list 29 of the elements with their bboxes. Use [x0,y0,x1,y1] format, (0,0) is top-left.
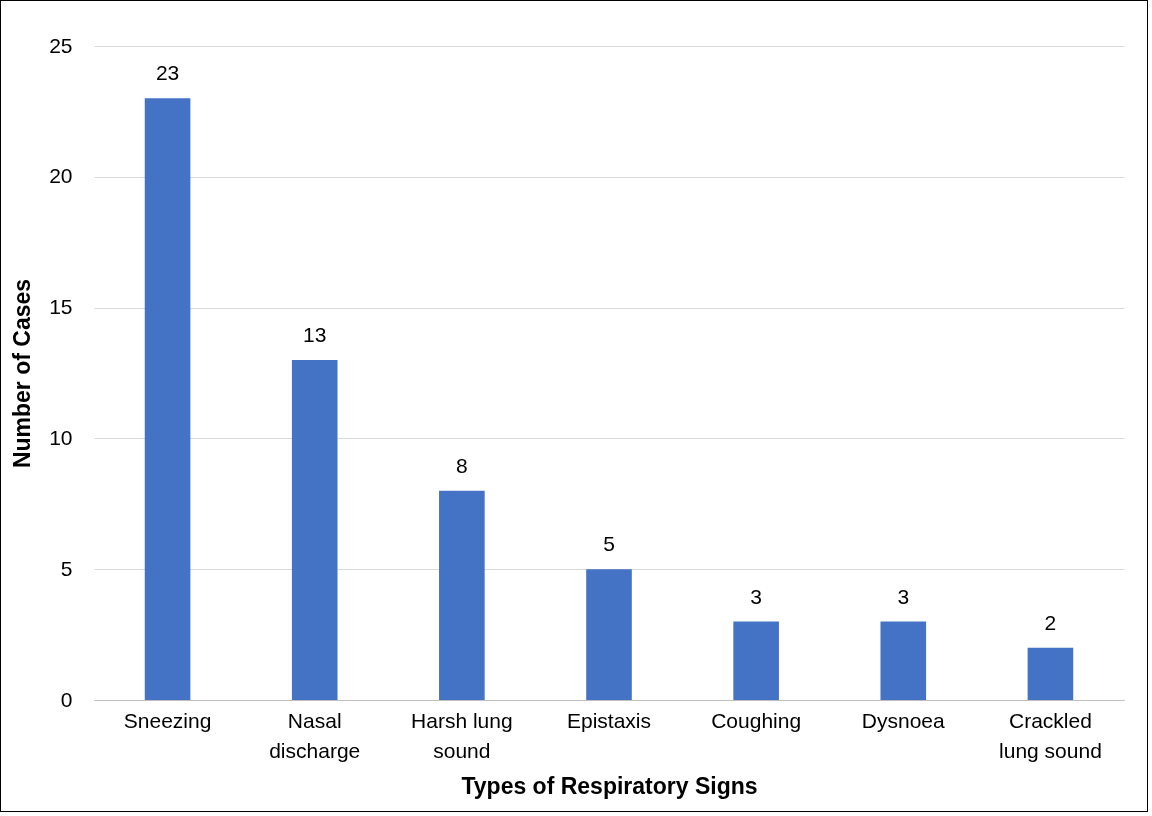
y-tick-label: 20 [49,164,73,188]
data-label: 2 [1044,610,1057,634]
x-tick-label: Epistaxis [566,708,652,732]
x-tick-label: Nasal discharge [269,708,361,762]
y-tick-label: 5 [60,556,73,580]
x-tick-label: Crackled lung sound [999,708,1102,762]
y-tick-label: 10 [49,425,73,449]
bar [144,98,191,700]
bar [291,359,338,700]
data-label: 13 [303,322,327,346]
data-label: 3 [897,584,910,608]
bar [880,621,927,700]
bar [733,621,779,700]
y-axis-title: Number of Cases [9,278,36,469]
bar [586,569,632,700]
x-tick-label: Sneezing [123,708,212,732]
data-label: 8 [456,453,468,477]
y-tick-label: 0 [60,687,73,711]
y-tick-label: 15 [49,295,73,319]
y-tick-label: 25 [49,33,73,57]
data-label: 3 [750,584,762,608]
data-label: 5 [603,532,615,556]
bar [439,490,485,700]
bar [1027,647,1074,700]
x-tick-label: Coughing [711,708,802,732]
data-label: 23 [155,61,180,85]
x-axis-title: Types of Respiratory Signs [461,772,758,799]
x-tick-label: Dysnoea [861,708,946,732]
x-tick-label: Harsh lung sound [411,708,513,762]
